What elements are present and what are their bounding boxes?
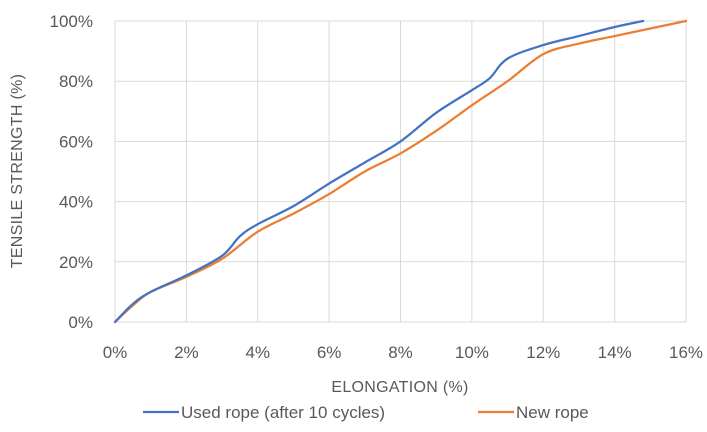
x-tick-label: 0% — [103, 343, 128, 362]
legend-label-new-rope: New rope — [516, 403, 589, 422]
x-tick-label: 16% — [669, 343, 703, 362]
x-tick-label: 12% — [526, 343, 560, 362]
y-tick-label: 40% — [59, 193, 93, 212]
x-axis-title: ELONGATION (%) — [331, 379, 468, 396]
series-line-new-rope — [113, 19, 688, 324]
series-layer — [113, 19, 688, 324]
x-tick-label: 4% — [245, 343, 270, 362]
y-tick-label: 20% — [59, 253, 93, 272]
y-tick-label: 60% — [59, 132, 93, 151]
y-tick-label: 0% — [68, 313, 93, 332]
y-axis: 0% 20% 40% 60% 80% 100% — [50, 12, 93, 332]
series-line-used-rope-after-10-cycles — [113, 19, 645, 324]
x-tick-label: 2% — [174, 343, 199, 362]
x-tick-label: 8% — [388, 343, 413, 362]
x-axis: 0% 2% 4% 6% 8% 10% 12% 14% 16% — [103, 343, 703, 362]
y-tick-label: 100% — [50, 12, 93, 31]
y-axis-title: TENSILE STRENGTH (%) — [9, 74, 26, 268]
y-tick-label: 80% — [59, 72, 93, 91]
legend: Used rope (after 10 cycles) New rope — [143, 403, 589, 422]
legend-label-used-rope-after-10-cycles: Used rope (after 10 cycles) — [181, 403, 385, 422]
x-tick-label: 10% — [455, 343, 489, 362]
gridlines — [114, 20, 687, 323]
x-tick-label: 6% — [317, 343, 342, 362]
x-tick-label: 14% — [598, 343, 632, 362]
